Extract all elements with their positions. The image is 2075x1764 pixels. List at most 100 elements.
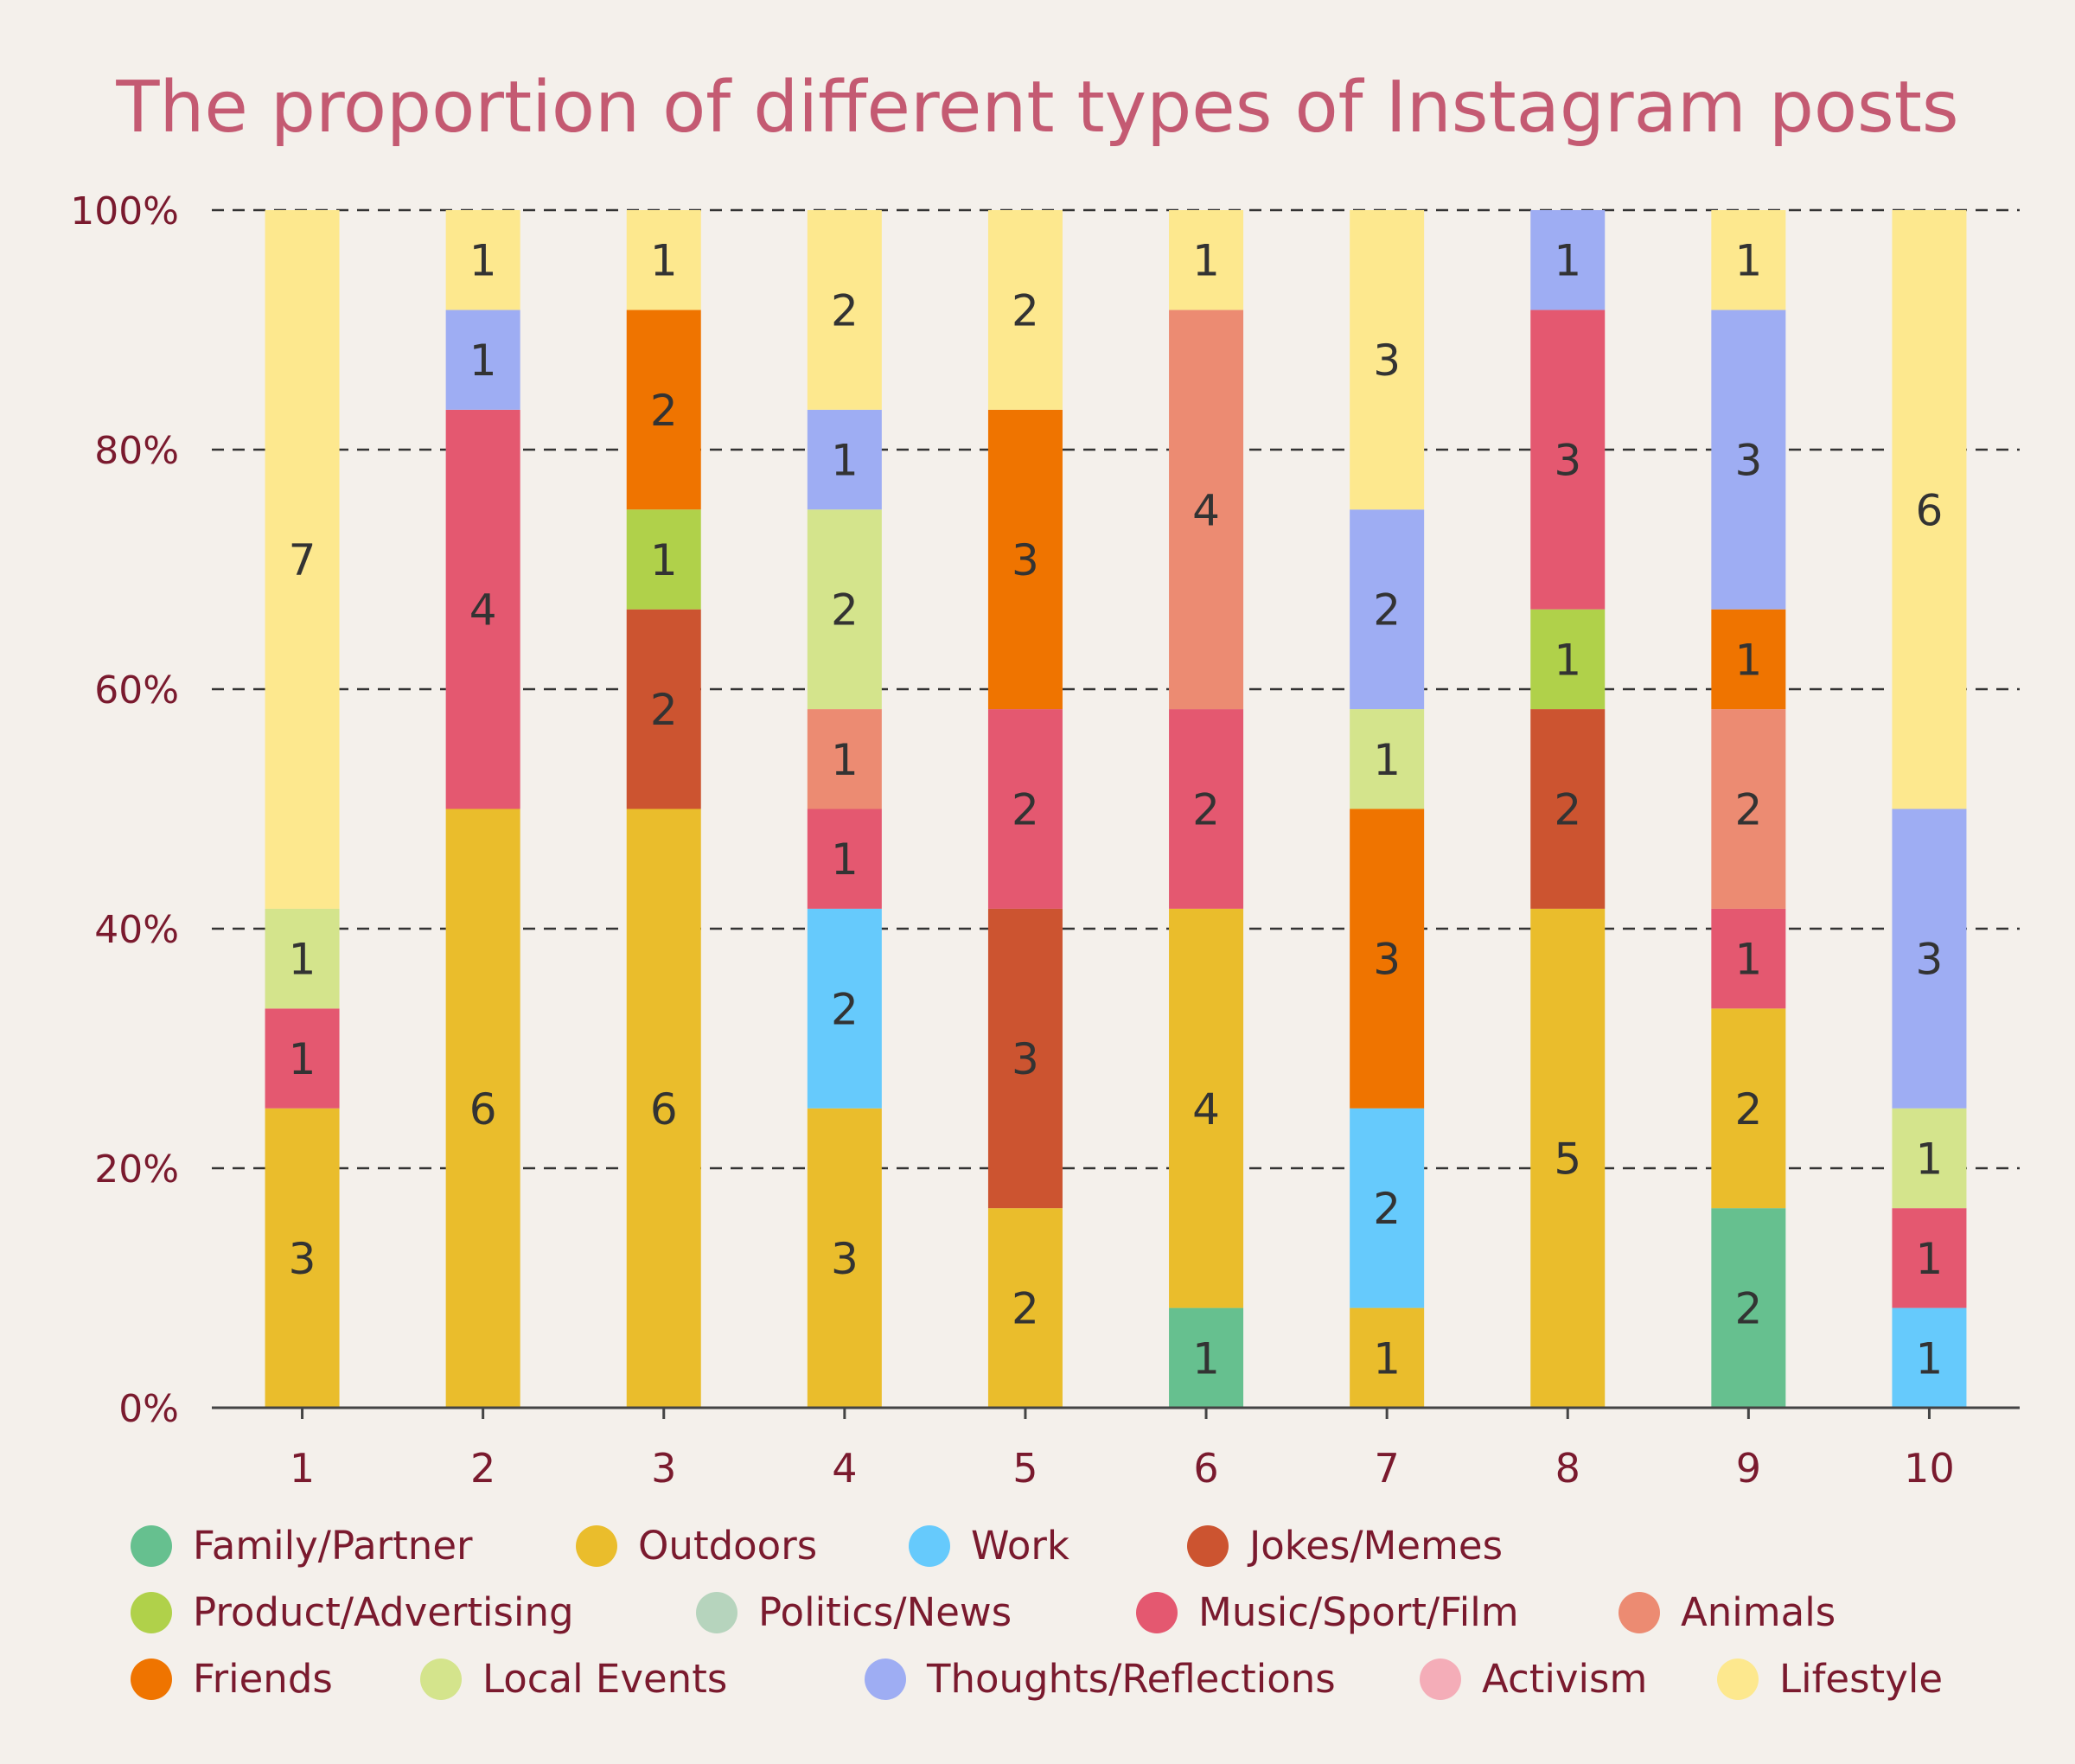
data-label: 1 [1916, 1333, 1944, 1384]
data-label: 1 [469, 336, 497, 386]
bar-group-4: 3 2 1 1 2 1 2 [807, 210, 882, 1408]
data-label: 1 [650, 236, 678, 286]
bar-segment-friends [1711, 609, 1786, 710]
bar-segment-lifestyle [1892, 210, 1967, 809]
data-label: 3 [1554, 436, 1581, 486]
bar-segment-outdoors [987, 1208, 1063, 1408]
legend-item-lifestyle: Lifestyle [1717, 1656, 1943, 1702]
data-label: 1 [1554, 635, 1581, 685]
y-tick-label: 40% [94, 908, 179, 952]
data-label: 1 [831, 735, 859, 785]
data-label: 2 [1554, 785, 1581, 835]
bar-segment-lifestyle [987, 210, 1063, 410]
legend-item-family-partner: Family/Partner [131, 1523, 473, 1569]
legend-swatch [1717, 1659, 1759, 1700]
data-label: 3 [1373, 935, 1401, 985]
bar-segment-local-events [1350, 709, 1425, 809]
bar-segment-thoughts-reflections [807, 409, 882, 510]
legend-label: Outdoors [638, 1523, 817, 1569]
data-label: 1 [469, 236, 497, 286]
bar-segment-local-events [265, 908, 340, 1009]
data-label: 1 [650, 535, 678, 585]
bar-group-6: 1 4 2 4 1 [1169, 210, 1244, 1408]
legend-item-activism: Activism [1420, 1656, 1647, 1702]
x-axis: 1 2 3 4 5 6 7 8 9 10 [212, 1406, 2020, 1492]
data-label: 2 [650, 386, 678, 436]
data-label: 3 [1916, 935, 1944, 985]
y-tick-label: 100% [70, 189, 179, 233]
x-tick-label: 10 [1904, 1445, 1955, 1492]
legend-swatch [865, 1659, 906, 1700]
data-label: 1 [1554, 236, 1581, 286]
data-label: 1 [1734, 635, 1762, 685]
legend-item-thoughts-reflections: Thoughts/Reflections [865, 1656, 1336, 1702]
bar-segment-outdoors [1169, 908, 1244, 1308]
data-label: 1 [1734, 236, 1762, 286]
legend-swatch [1136, 1592, 1178, 1633]
data-label: 2 [1373, 1184, 1401, 1234]
y-tick-label: 80% [94, 429, 179, 473]
legend-label: Family/Partner [193, 1523, 473, 1569]
bar-segment-jokes-memes [987, 908, 1063, 1209]
bar-group-7: 1 2 3 1 2 3 [1350, 210, 1425, 1408]
bar-segment-animals [1711, 709, 1786, 909]
bar-segment-music-sport-film [1530, 310, 1606, 610]
bar-segment-thoughts-reflections [1711, 310, 1786, 610]
bar-segment-friends [987, 409, 1063, 710]
bar-segment-friends [626, 310, 701, 510]
bar-segment-local-events [807, 509, 882, 710]
bar-group-2: 6 4 1 1 [445, 210, 520, 1408]
bar-group-10: 1 1 1 3 6 [1892, 210, 1967, 1408]
x-tick-label: 9 [1736, 1445, 1761, 1492]
legend-swatch [1618, 1592, 1660, 1633]
x-tick-label: 1 [290, 1445, 315, 1492]
legend-label: Politics/News [758, 1589, 1012, 1635]
x-tick-label: 5 [1012, 1445, 1038, 1492]
bar-segment-music-sport-film [265, 1008, 340, 1109]
legend-label: Animals [1681, 1589, 1836, 1635]
bar-segment-lifestyle [1350, 210, 1425, 510]
bar-segment-product-advertising [626, 509, 701, 610]
legend-label: Product/Advertising [193, 1589, 574, 1635]
data-label: 2 [1012, 285, 1039, 336]
bar-segment-lifestyle [807, 210, 882, 410]
legend-item-friends: Friends [131, 1656, 333, 1702]
bar-segment-family-partner [1711, 1208, 1786, 1408]
data-label: 4 [1192, 485, 1220, 535]
data-label: 1 [1916, 1234, 1944, 1284]
x-tick-label: 8 [1555, 1445, 1580, 1492]
x-tick-label: 3 [651, 1445, 676, 1492]
bar-segment-friends [1350, 808, 1425, 1109]
bar-segment-work [1892, 1307, 1967, 1408]
data-label: 4 [469, 585, 497, 636]
data-label: 1 [1373, 735, 1401, 785]
bar-segment-animals [807, 709, 882, 809]
bar-segment-work [1350, 1108, 1425, 1308]
y-axis: 0% 20% 40% 60% 80% 100% [70, 189, 179, 1431]
data-label: 1 [289, 1034, 316, 1084]
legend-label: Work [971, 1523, 1069, 1569]
legend-swatch [696, 1592, 737, 1633]
legend-item-work: Work [909, 1523, 1069, 1569]
bar-segment-lifestyle [1711, 210, 1786, 310]
legend-swatch [420, 1659, 462, 1700]
bar-segment-thoughts-reflections [1530, 210, 1606, 310]
bar-segment-outdoors [626, 808, 701, 1408]
data-label: 3 [1012, 1034, 1039, 1084]
bar-segment-animals [1169, 310, 1244, 710]
data-label: 2 [831, 285, 859, 336]
data-label: 1 [1192, 236, 1220, 286]
legend-swatch [576, 1525, 617, 1567]
y-tick-label: 20% [94, 1147, 179, 1192]
legend-item-music-sport-film: Music/Sport/Film [1136, 1589, 1519, 1635]
bar-segment-family-partner [1169, 1307, 1244, 1408]
x-tick-label: 7 [1375, 1445, 1400, 1492]
bar-segment-outdoors [1350, 1307, 1425, 1408]
bar-segment-thoughts-reflections [1350, 509, 1425, 710]
x-tick-label: 6 [1193, 1445, 1218, 1492]
data-label: 3 [289, 1234, 316, 1284]
bar-group-1: 3 1 1 7 [265, 210, 340, 1408]
legend-swatch [1187, 1525, 1229, 1567]
data-label: 1 [1192, 1333, 1220, 1384]
